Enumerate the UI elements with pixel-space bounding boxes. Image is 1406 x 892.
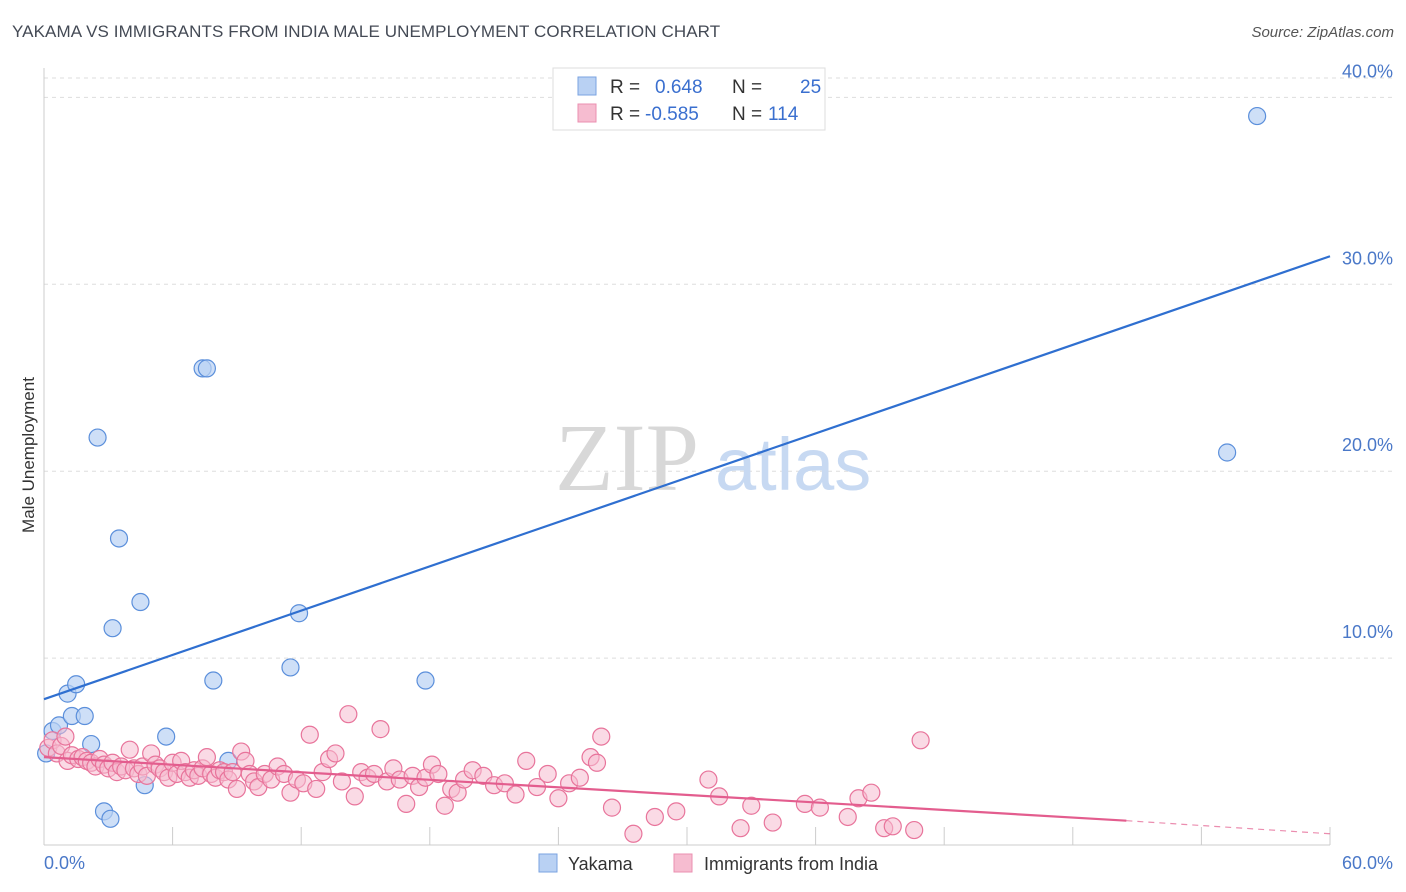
india-point-95 (592, 727, 611, 746)
india-point-72 (397, 794, 416, 813)
india-point-103 (742, 796, 761, 815)
legend-r-label-2: R = (610, 104, 640, 125)
watermark-zip: ZIP (555, 404, 699, 511)
india-point-89 (538, 764, 557, 784)
yakama-point-20 (281, 658, 300, 677)
legend-r-value-1: 0.648 (655, 77, 703, 98)
legend-r-value-2: -0.585 (645, 104, 699, 125)
bottom-legend-yakama: Yakama (568, 854, 634, 874)
india-point-98 (645, 807, 664, 827)
grid-lines (44, 77, 1394, 659)
india-point-77 (429, 764, 448, 784)
bottom-legend-swatch-yakama (538, 853, 558, 873)
bottom-legend: Yakama Immigrants from India (538, 853, 879, 874)
yakama-trend-line (43, 255, 1331, 701)
india-point-78 (435, 796, 454, 815)
india-point-94 (587, 753, 607, 772)
axes (43, 68, 1331, 846)
yakama-point-13 (131, 592, 150, 612)
yakama-point-8 (88, 428, 107, 447)
y-axis-label: Male Unemployment (19, 377, 38, 533)
yakama-point-22 (416, 671, 435, 690)
x-tick-label-60: 60.0% (1342, 853, 1393, 873)
tick-labels: 10.0% 20.0% 30.0% 40.0% 0.0% 60.0% (44, 61, 1393, 873)
india-point-87 (517, 751, 536, 770)
india-point-44 (227, 779, 246, 799)
legend-n-label-2: N = (732, 104, 762, 125)
india-point-86 (506, 785, 525, 804)
y-tick-label-30: 30.0% (1342, 248, 1393, 268)
yakama-point-23 (1218, 443, 1237, 462)
legend-box (552, 67, 826, 131)
yakama-point-17 (197, 359, 216, 378)
india-point-111 (883, 817, 902, 836)
india-point-99 (667, 802, 686, 821)
india-point-107 (838, 807, 857, 827)
yakama-point-24 (1248, 106, 1267, 126)
india-point-64 (345, 787, 364, 806)
india-point-96 (602, 798, 622, 817)
legend-r-label-1: R = (610, 77, 640, 98)
legend-n-label-1: N = (732, 77, 762, 98)
india-point-102 (731, 819, 750, 838)
series-india-points (39, 705, 930, 843)
yakama-point-7 (82, 734, 101, 754)
india-point-37 (197, 748, 216, 767)
india-point-19 (120, 740, 139, 759)
trend-lines (43, 255, 1331, 835)
india-point-113 (911, 731, 930, 750)
india-trend-extension (1126, 820, 1331, 835)
india-point-57 (300, 725, 319, 744)
legend-n-value-1: 25 (800, 77, 821, 98)
india-point-109 (862, 783, 881, 802)
y-tick-label-10: 10.0% (1342, 622, 1393, 642)
y-tick-label-40: 40.0% (1342, 61, 1393, 81)
yakama-point-11 (103, 619, 122, 638)
x-tick-label-0: 0.0% (44, 853, 85, 873)
india-point-97 (624, 824, 643, 843)
india-point-92 (570, 768, 589, 787)
india-point-58 (307, 779, 326, 799)
india-point-61 (326, 744, 345, 763)
india-point-104 (763, 813, 782, 832)
india-point-90 (549, 789, 568, 808)
chart-title: YAKAMA VS IMMIGRANTS FROM INDIA MALE UNE… (12, 22, 721, 41)
y-tick-label-20: 20.0% (1342, 435, 1393, 455)
bottom-legend-india: Immigrants from India (704, 854, 879, 874)
yakama-point-6 (75, 706, 94, 726)
legend: R = 0.648 N = 25 R = -0.585 N = 114 (552, 67, 826, 131)
yakama-point-18 (204, 671, 223, 690)
yakama-point-10 (101, 809, 120, 828)
yakama-point-15 (157, 727, 176, 746)
bottom-legend-swatch-india (673, 853, 693, 873)
legend-swatch-india (577, 103, 597, 123)
india-point-68 (371, 720, 390, 739)
india-point-100 (699, 770, 718, 789)
yakama-point-12 (109, 529, 129, 548)
india-trend-line (43, 756, 1127, 822)
legend-swatch-yakama (577, 76, 597, 96)
india-point-62 (332, 772, 352, 791)
watermark-atlas: atlas (715, 423, 871, 506)
watermark: ZIP atlas (555, 404, 871, 511)
india-point-63 (339, 705, 358, 724)
india-point-112 (905, 820, 924, 840)
india-point-4 (56, 727, 75, 746)
source-label: Source: ZipAtlas.com (1251, 24, 1394, 41)
legend-n-value-2: 114 (768, 104, 799, 125)
india-point-105 (795, 794, 814, 813)
